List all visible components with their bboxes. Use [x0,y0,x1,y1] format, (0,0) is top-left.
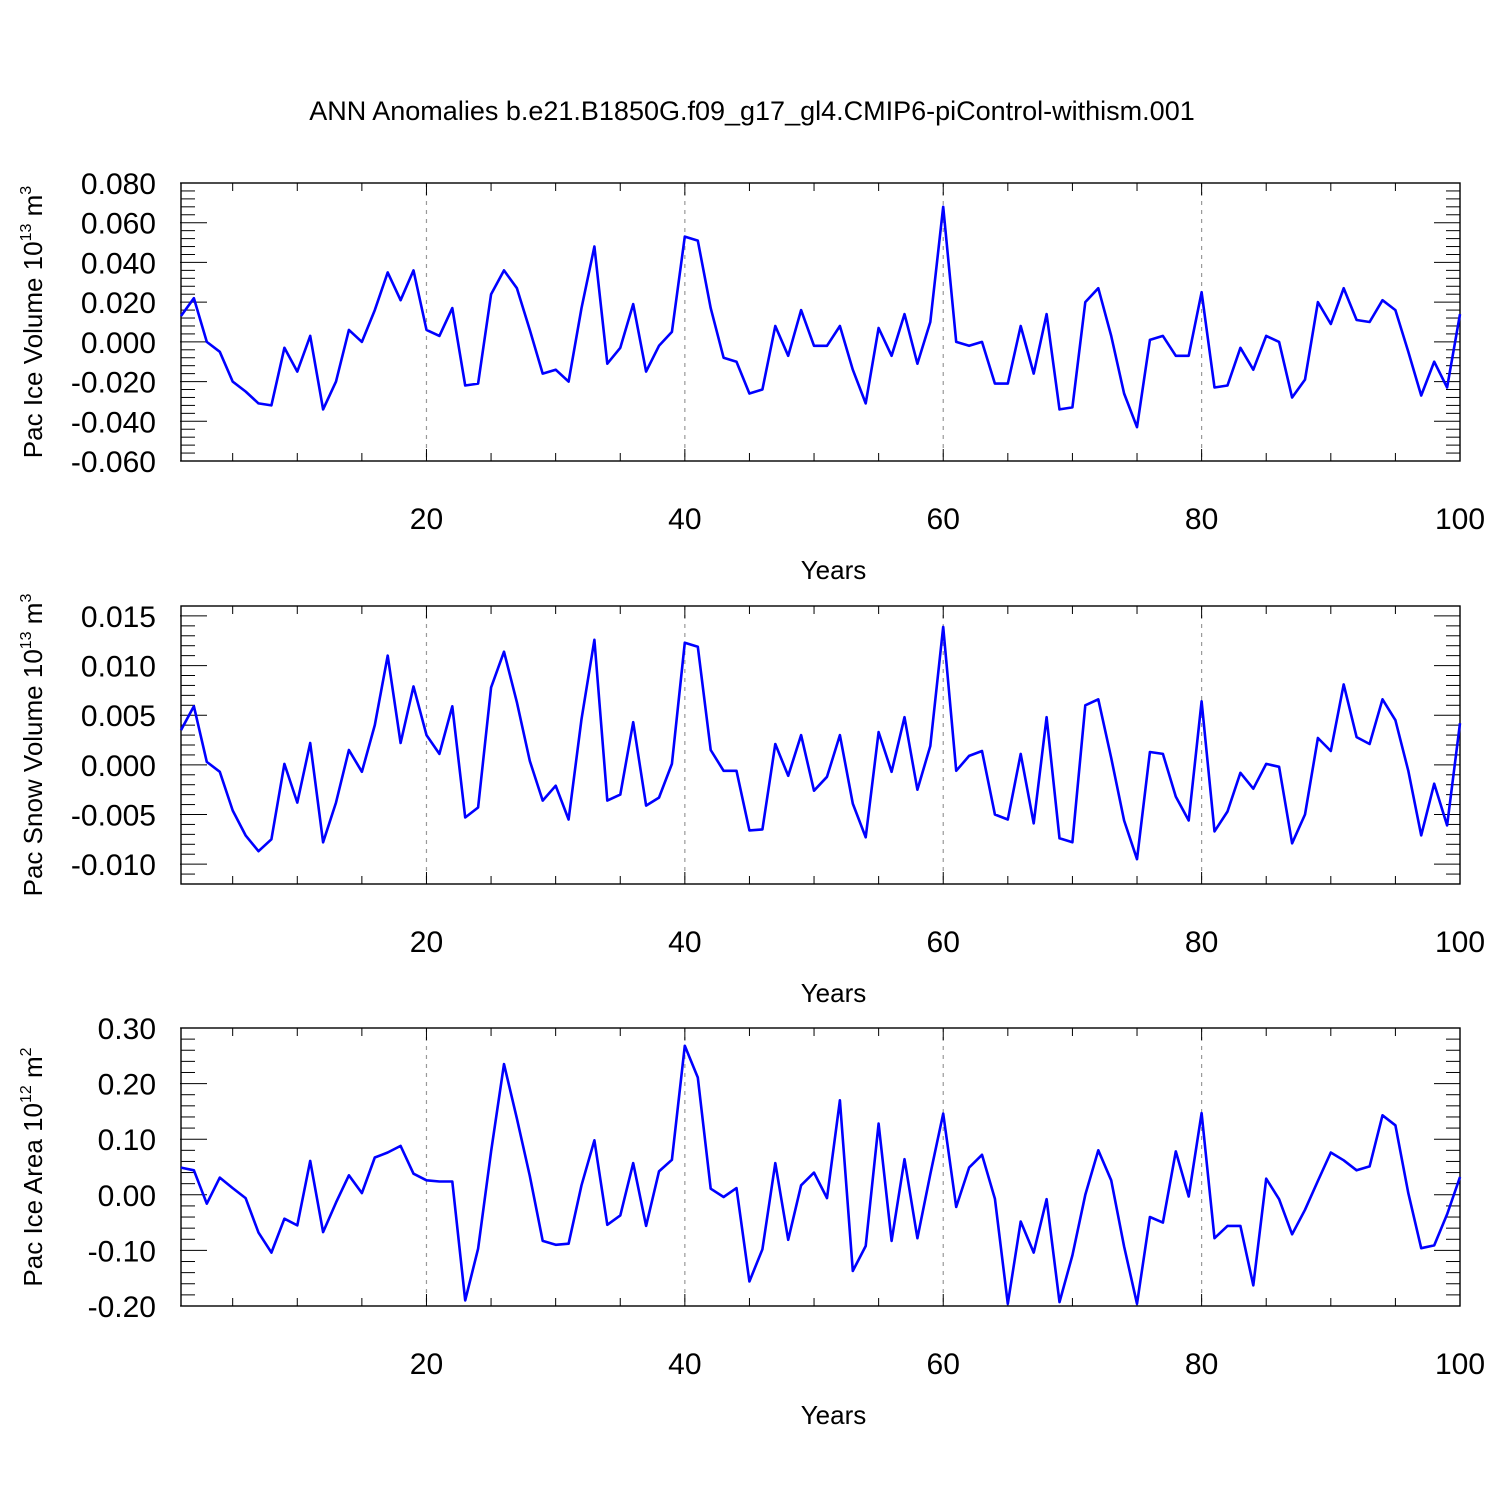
y-tick-label: -0.010 [71,849,156,882]
x-tick-label: 20 [410,1348,443,1381]
x-axis-title: Years [801,1400,867,1430]
y-tick-label: 0.10 [98,1124,156,1157]
y-tick-label: -0.10 [88,1235,156,1268]
y-tick-label: 0.000 [81,327,156,360]
x-tick-label: 100 [1435,503,1485,536]
y-tick-label: 0.010 [81,651,156,684]
chart-panel-1: -0.060 -0.040 -0.020 0.000 0.020 0.040 0.060 0.… [18,168,1485,585]
plot-frame [180,1027,1461,1307]
x-tick-label: 20 [410,926,443,959]
y-tick-label: 0.020 [81,287,156,320]
y-tick-label: 0.080 [81,168,156,201]
x-axis-title: Years [801,555,867,585]
x-tick-label: 80 [1185,1348,1218,1381]
y-axis-title: Pac Ice Area 1012 m2 [18,1047,48,1286]
series-line [179,625,1462,861]
x-tick-label: 100 [1435,1348,1485,1381]
x-tick-label: 60 [927,926,960,959]
x-tick-label: 20 [410,503,443,536]
y-tick-label: 0.005 [81,700,156,733]
y-tick-label: -0.060 [71,446,156,479]
x-tick-label: 100 [1435,926,1485,959]
y-tick-label: 0.015 [81,601,156,634]
y-axis-title: Pac Ice Volume 1013 m3 [18,186,48,459]
x-axis-title: Years [801,978,867,1008]
chart-panel-3: -0.20 -0.10 0.00 0.10 0.20 0.30 20 40 60 80 100 Yea… [18,1013,1485,1430]
y-tick-label: -0.040 [71,406,156,439]
panels: -0.060 -0.040 -0.020 0.000 0.020 0.040 0.060 0.… [18,168,1485,1430]
series-line [179,205,1462,429]
y-tick-label: 0.00 [98,1180,156,1213]
y-tick-label: 0.040 [81,247,156,280]
y-tick-label: 0.20 [98,1069,156,1102]
figure-title: ANN Anomalies b.e21.B1850G.f09_g17_gl4.C… [309,96,1194,126]
x-tick-label: 80 [1185,926,1218,959]
x-tick-label: 60 [927,503,960,536]
plot-frame [180,182,1461,462]
chart-panel-2: -0.010 -0.005 0.000 0.005 0.010 0.015 20 40 60 80… [18,594,1485,1008]
series-line [180,1044,1462,1306]
x-tick-label: 80 [1185,503,1218,536]
x-tick-label: 40 [668,1348,701,1381]
plot-frame [180,605,1461,885]
y-tick-label: 0.060 [81,208,156,241]
y-tick-label: -0.20 [88,1291,156,1324]
y-tick-label: -0.020 [71,367,156,400]
x-tick-label: 40 [668,926,701,959]
y-tick-label: 0.000 [81,750,156,783]
y-axis-title: Pac Snow Volume 1013 m3 [18,594,48,897]
x-tick-label: 60 [927,1348,960,1381]
y-tick-label: -0.005 [71,800,156,833]
y-tick-label: 0.30 [98,1013,156,1046]
x-tick-label: 40 [668,503,701,536]
